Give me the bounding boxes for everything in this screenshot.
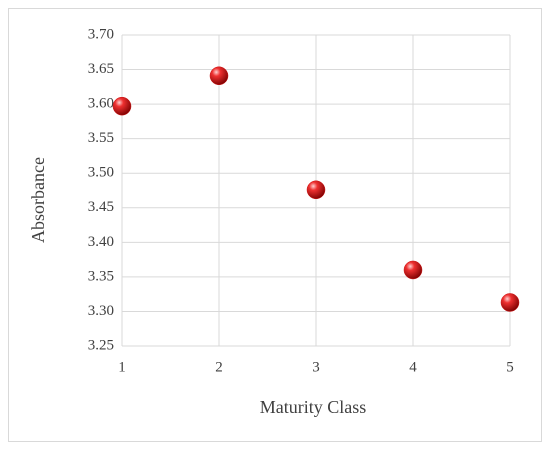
y-tick-label: 3.55 <box>88 130 114 146</box>
x-tick-label: 5 <box>506 359 514 375</box>
y-axis-title: Absorbance <box>28 157 48 243</box>
chart-border <box>8 8 542 442</box>
y-tick-label: 3.40 <box>88 234 114 250</box>
y-tick-label: 3.25 <box>88 337 114 353</box>
y-tick-label: 3.35 <box>88 268 114 284</box>
y-tick-label: 3.65 <box>88 61 114 77</box>
point <box>403 260 423 280</box>
x-tick-label: 3 <box>312 359 320 375</box>
x-axis-title: Maturity Class <box>260 397 367 417</box>
point <box>306 180 326 200</box>
y-tick-label: 3.60 <box>88 96 114 112</box>
point <box>209 66 229 86</box>
point <box>112 96 132 116</box>
x-tick-label: 1 <box>118 359 126 375</box>
y-tick-label: 3.70 <box>88 26 114 42</box>
point <box>500 293 520 312</box>
x-tick-label: 2 <box>215 359 223 375</box>
y-tick-label: 3.30 <box>88 303 114 319</box>
y-tick-label: 3.45 <box>88 199 114 215</box>
y-tick-label: 3.50 <box>88 165 114 181</box>
x-tick-label: 4 <box>409 359 417 375</box>
